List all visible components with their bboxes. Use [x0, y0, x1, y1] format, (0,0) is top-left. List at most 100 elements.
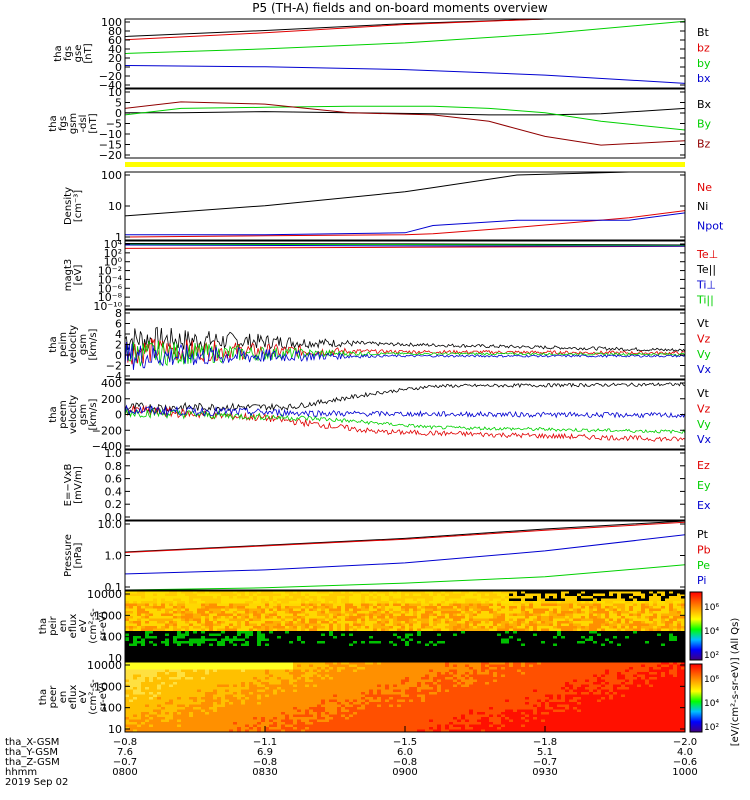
spectrogram-cell: [345, 628, 350, 632]
spectrogram-cell: [569, 598, 574, 602]
panel-frame: [124, 240, 686, 310]
spectrogram-cell: [205, 638, 210, 642]
spectrogram-cell: [353, 593, 358, 597]
y-axis-label-line: (cm²-s-: [88, 608, 99, 644]
spectrogram-cell: [261, 626, 266, 630]
spectrogram-cell: [229, 611, 234, 615]
spectrogram-cell: [521, 653, 526, 657]
spectrogram-cell: [237, 677, 242, 681]
spectrogram-cell: [249, 638, 254, 642]
spectrogram-cell: [457, 618, 462, 622]
spectrogram-cell: [189, 704, 194, 708]
spectrogram-cell: [633, 591, 638, 595]
spectrogram-cell: [317, 598, 322, 602]
spectrogram-cell: [261, 613, 266, 617]
spectrogram-cell: [653, 648, 658, 652]
spectrogram-cell: [609, 626, 614, 630]
spectrogram-cell: [541, 636, 546, 640]
spectrogram-cell: [153, 658, 158, 661]
spectrogram-cell: [221, 651, 226, 655]
series-line-black: [125, 243, 685, 246]
spectrogram-cell: [129, 631, 134, 635]
spectrogram-cell: [369, 596, 374, 600]
spectrogram-cell: [361, 631, 366, 635]
y-tick-label: 0.4: [105, 485, 123, 498]
spectrogram-cell: [173, 689, 178, 693]
spectrogram-cell: [381, 643, 386, 647]
spectrogram-cell: [253, 648, 258, 652]
spectrogram-cell: [453, 623, 458, 627]
spectrogram-cell: [393, 633, 398, 637]
spectrogram-cell: [441, 608, 446, 612]
spectrogram-cell: [397, 651, 402, 655]
spectrogram-cell: [181, 601, 186, 605]
spectrogram-cell: [437, 636, 442, 640]
spectrogram-cell: [525, 621, 530, 625]
spectrogram-cell: [521, 603, 526, 607]
spectrogram-cell: [169, 709, 174, 713]
spectrogram-cell: [517, 598, 522, 602]
spectrogram-cell: [465, 616, 470, 620]
spectrogram-cell: [641, 606, 646, 610]
spectrogram-cell: [217, 674, 222, 678]
spectrogram-cell: [481, 658, 486, 661]
spectrogram-cell: [313, 596, 318, 600]
spectrogram-cell: [633, 646, 638, 650]
spectrogram-cell: [325, 643, 330, 647]
spectrogram-cell: [185, 626, 190, 630]
spectrogram-cell: [329, 651, 334, 655]
spectrogram-cell: [261, 621, 266, 625]
spectrogram-cell: [201, 729, 206, 732]
spectrogram-cell: [389, 648, 394, 652]
y-tick-label: 6: [115, 318, 122, 331]
spectrogram-cell: [237, 631, 242, 635]
spectrogram-cell: [185, 603, 190, 607]
spectrogram-cell: [157, 608, 162, 612]
spectrogram-cell: [569, 623, 574, 627]
spectrogram-cell: [277, 651, 282, 655]
spectrogram-cell: [681, 628, 685, 632]
spectrogram-cell: [365, 601, 370, 605]
spectrogram-cell: [549, 636, 554, 640]
spectrogram-cell: [637, 598, 642, 602]
spectrogram-cell: [557, 636, 562, 640]
spectrogram-cell: [597, 628, 602, 632]
spectrogram-cell: [221, 591, 226, 595]
spectrogram-cell: [213, 651, 218, 655]
spectrogram-cell: [125, 646, 130, 650]
spectrogram-cell: [213, 656, 218, 660]
spectrogram-cell: [609, 658, 614, 661]
spectrogram-cell: [673, 596, 678, 600]
spectrogram-cell: [365, 596, 370, 600]
spectrogram-cell: [345, 613, 350, 617]
spectrogram-cell: [337, 606, 342, 610]
spectrogram-cell: [453, 603, 458, 607]
spectrogram-cell: [181, 687, 186, 691]
spectrogram-cell: [185, 709, 190, 713]
spectrogram-cell: [129, 677, 134, 681]
spectrogram-cell: [381, 613, 386, 617]
spectrogram-cell: [229, 662, 234, 666]
spectrogram-cell: [161, 679, 166, 683]
spectrogram-cell: [529, 651, 534, 655]
spectrogram-cell: [641, 601, 646, 605]
spectrogram-cell: [237, 596, 242, 600]
spectrogram-cell: [245, 616, 250, 620]
spectrogram-cell: [605, 601, 610, 605]
spectrogram-cell: [605, 618, 610, 622]
spectrogram-cell: [469, 616, 474, 620]
spectrogram-cell: [465, 596, 470, 600]
spectrogram-cell: [509, 598, 514, 602]
spectrogram-cell: [233, 616, 238, 620]
spectrogram-cell: [625, 646, 630, 650]
spectrogram-cell: [641, 603, 646, 607]
spectrogram-cell: [205, 641, 210, 645]
spectrogram-cell: [149, 636, 154, 640]
spectrogram-cell: [181, 653, 186, 657]
spectrogram-cell: [145, 633, 150, 637]
spectrogram-cell: [421, 603, 426, 607]
spectrogram-cell: [657, 658, 662, 661]
spectrogram-cell: [205, 729, 210, 732]
spectrogram-cell: [329, 591, 334, 595]
spectrogram-cell: [465, 601, 470, 605]
